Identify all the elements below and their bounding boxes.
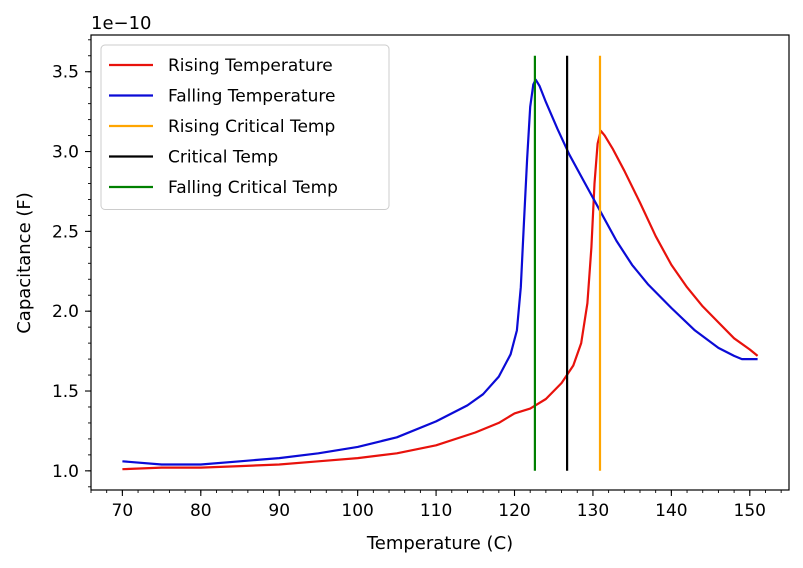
y-tick-label: 2.0 — [52, 302, 79, 322]
legend-box — [100, 44, 390, 210]
x-tick-label: 130 — [577, 501, 609, 521]
legend-label-1: Falling Temperature — [168, 87, 335, 107]
y-tick-label: 3.0 — [52, 143, 79, 163]
legend: Rising Temperature Falling Temperature Ris… — [100, 44, 390, 210]
legend-label-0: Rising Temperature — [168, 56, 333, 76]
plot-frame — [90, 34, 790, 491]
series-line-0 — [122, 129, 759, 471]
x-axis-label: Temperature (C) — [366, 533, 513, 554]
x-tick-label: 110 — [420, 501, 452, 521]
x-tick-label: 140 — [655, 501, 687, 521]
x-tick-label: 80 — [190, 501, 212, 521]
y-offset-label: 1e−10 — [91, 13, 152, 34]
y-tick-label: 1.0 — [52, 462, 79, 482]
y-tick-label: 2.5 — [52, 222, 79, 242]
legend-label-2: Rising Critical Temp — [168, 117, 335, 137]
y-axis-ticks: 1.0 1.5 2.0 2.5 3.0 3.5 — [52, 63, 91, 482]
legend-label-3: Critical Temp — [168, 148, 278, 168]
x-tick-label: 100 — [341, 501, 373, 521]
series-line-1 — [122, 78, 758, 466]
x-tick-label: 70 — [112, 501, 134, 521]
series-layer — [122, 55, 759, 471]
x-tick-label: 90 — [268, 501, 290, 521]
y-axis-label: Capacitance (F) — [14, 192, 35, 334]
x-axis-ticks: 70 80 90 100 110 120 130 140 150 — [112, 490, 766, 521]
y-tick-label: 1.5 — [52, 382, 79, 402]
x-tick-label: 150 — [734, 501, 766, 521]
legend-label-4: Falling Critical Temp — [168, 178, 338, 198]
x-tick-label: 120 — [498, 501, 530, 521]
y-tick-label: 3.5 — [52, 63, 79, 83]
